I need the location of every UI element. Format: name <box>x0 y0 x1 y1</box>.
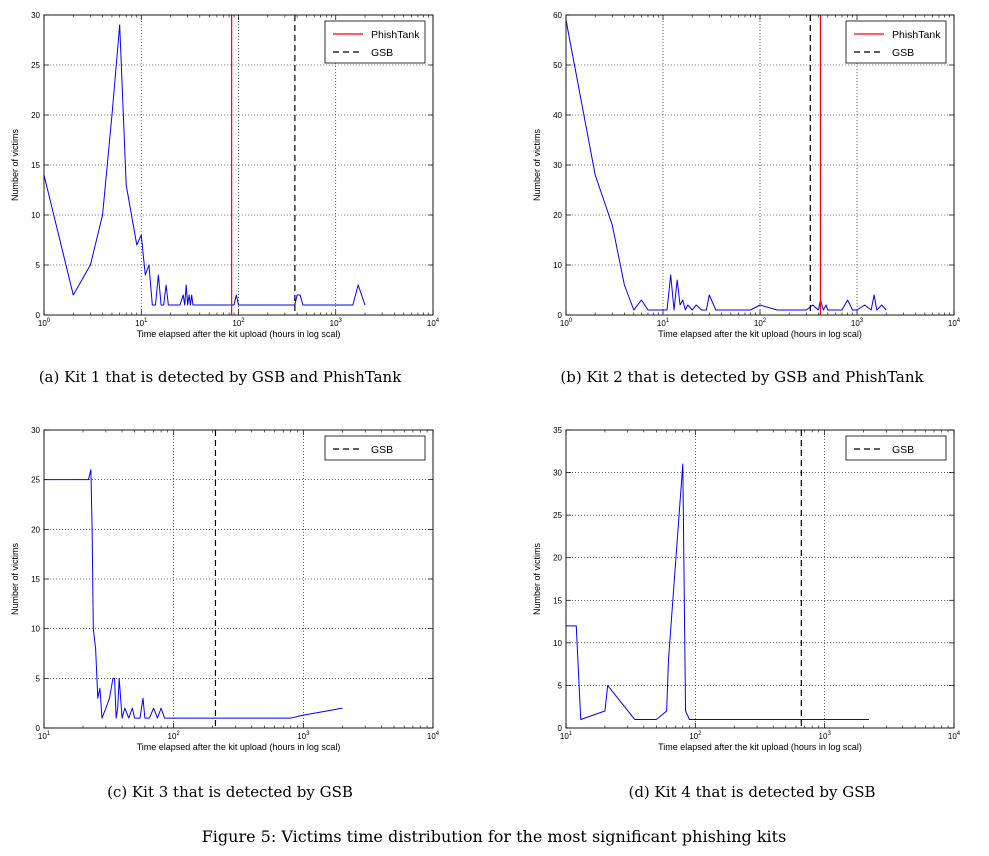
caption-kit-1: (a) Kit 1 that is detected by GSB and Ph… <box>39 368 402 386</box>
plot-frame <box>43 429 434 729</box>
plot-frame <box>43 14 434 316</box>
caption-kit-4: (d) Kit 4 that is detected by GSB <box>628 783 875 801</box>
x-tick-label: 103 <box>297 731 310 741</box>
x-tick-label: 104 <box>948 318 961 328</box>
x-axis-label: Time elapsed after the kit upload (hours… <box>658 329 862 339</box>
legend-box <box>324 20 426 64</box>
legend-box <box>845 20 947 64</box>
legend-label-phishtank: PhishTank <box>892 29 941 41</box>
x-tick-label: 102 <box>754 318 767 328</box>
y-tick-label: 10 <box>553 261 562 270</box>
y-tick-label: 0 <box>36 311 41 320</box>
x-tick-label: 104 <box>948 731 961 741</box>
series-line <box>43 24 366 306</box>
y-tick-label: 20 <box>31 111 40 120</box>
y-tick-label: 15 <box>31 161 40 170</box>
y-axis-label: Number of victims <box>10 542 20 615</box>
series-line <box>44 469 343 719</box>
x-tick-label: 104 <box>427 731 440 741</box>
y-tick-label: 20 <box>553 211 562 220</box>
caption-kit-2: (b) Kit 2 that is detected by GSB and Ph… <box>560 368 924 386</box>
x-tick-label: 103 <box>851 318 864 328</box>
legend-label-gsb: GSB <box>892 47 914 59</box>
legend-box <box>324 435 426 461</box>
legend: PhishTank GSB <box>324 20 426 64</box>
chart-kit-2: 100 101 102 103 104 0 10 20 30 40 50 60 Time elapsed… <box>532 11 961 339</box>
y-tick-label: 50 <box>553 61 562 70</box>
x-tick-label: 103 <box>819 731 832 741</box>
y-tick-label: 5 <box>558 681 563 690</box>
y-tick-label: 25 <box>31 61 40 70</box>
y-tick-label: 10 <box>31 625 40 634</box>
y-tick-label: 30 <box>553 161 562 170</box>
y-tick-label: 35 <box>553 426 562 435</box>
y-tick-label: 25 <box>553 511 562 520</box>
figure-caption: Figure 5: Victims time distribution for … <box>202 827 787 846</box>
y-tick-label: 0 <box>558 311 563 320</box>
x-tick-label: 100 <box>38 318 51 328</box>
y-tick-label: 60 <box>553 11 562 20</box>
x-tick-label: 101 <box>657 318 670 328</box>
x-tick-label: 101 <box>38 731 51 741</box>
x-tick-label: 101 <box>560 731 573 741</box>
plot-frame <box>565 14 955 316</box>
y-tick-label: 0 <box>36 724 41 733</box>
chart-kit-3: 101 102 103 104 0 5 10 15 20 25 30 Time elapsed aft… <box>10 426 440 752</box>
legend: GSB <box>324 435 426 461</box>
legend-label-gsb: GSB <box>892 444 914 456</box>
x-tick-label: 102 <box>168 731 181 741</box>
chart-kit-4: 101 102 103 104 0 5 10 15 20 25 30 35 Time elapsed a… <box>532 426 961 752</box>
legend-label-gsb: GSB <box>371 47 393 59</box>
y-axis-label: Number of victims <box>532 542 542 615</box>
y-tick-label: 30 <box>31 426 40 435</box>
plot-frame <box>565 429 955 729</box>
y-tick-label: 5 <box>36 674 41 683</box>
x-tick-label: 101 <box>135 318 148 328</box>
y-tick-label: 0 <box>558 724 563 733</box>
caption-kit-3: (c) Kit 3 that is detected by GSB <box>107 783 353 801</box>
y-tick-label: 5 <box>36 261 41 270</box>
x-axis-label: Time elapsed after the kit upload (hours… <box>658 742 862 752</box>
x-tick-label: 100 <box>560 318 573 328</box>
y-tick-label: 30 <box>553 469 562 478</box>
legend: PhishTank GSB <box>845 20 947 64</box>
legend-label-phishtank: PhishTank <box>371 29 420 41</box>
y-tick-label: 25 <box>31 476 40 485</box>
y-tick-label: 40 <box>553 111 562 120</box>
y-tick-label: 20 <box>553 554 562 563</box>
y-tick-label: 10 <box>553 639 562 648</box>
y-tick-label: 15 <box>31 575 40 584</box>
x-tick-label: 104 <box>427 318 440 328</box>
x-axis-label: Time elapsed after the kit upload (hours… <box>137 742 341 752</box>
y-tick-label: 15 <box>553 596 562 605</box>
y-axis-label: Number of victims <box>532 128 542 201</box>
legend: GSB <box>845 435 947 461</box>
y-tick-label: 20 <box>31 525 40 534</box>
x-tick-label: 103 <box>330 318 343 328</box>
chart-kit-1: 100 101 102 103 104 0 5 10 15 20 25 30 Time elapsed … <box>10 11 440 339</box>
series-line <box>565 19 887 311</box>
x-tick-label: 102 <box>689 731 702 741</box>
series-line <box>566 463 869 720</box>
legend-label-gsb: GSB <box>371 444 393 456</box>
y-axis-label: Number of victims <box>10 128 20 201</box>
x-tick-label: 102 <box>232 318 245 328</box>
y-tick-label: 10 <box>31 211 40 220</box>
x-axis-label: Time elapsed after the kit upload (hours… <box>137 329 341 339</box>
y-tick-label: 30 <box>31 11 40 20</box>
legend-box <box>845 435 947 461</box>
